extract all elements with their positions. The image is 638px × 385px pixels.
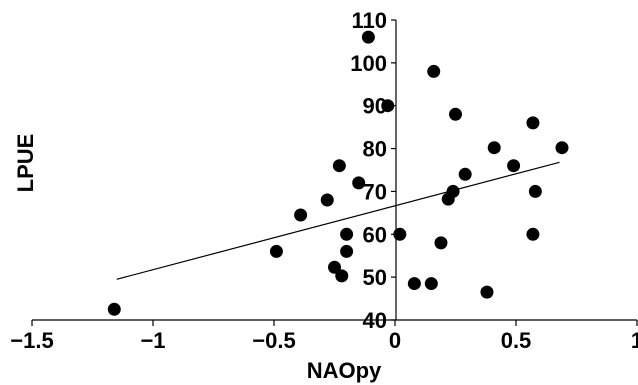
y-tick-label: 40 — [363, 308, 387, 333]
data-point — [381, 99, 395, 113]
x-tick-label: −1.5 — [10, 328, 53, 353]
data-point — [458, 167, 472, 181]
x-tick-label: 1 — [631, 328, 638, 353]
y-tick-label: 60 — [363, 222, 387, 247]
data-point — [107, 302, 121, 316]
data-point — [352, 176, 366, 190]
y-axis-label: LPUE — [13, 134, 38, 193]
trendline-group — [116, 161, 560, 280]
data-point — [449, 107, 462, 121]
trendline — [116, 161, 560, 280]
data-point — [528, 184, 542, 198]
y-tick-label: 50 — [363, 265, 387, 290]
data-point — [424, 277, 438, 291]
data-point — [294, 208, 308, 222]
data-point — [446, 184, 460, 198]
labels-group: NAOpy LPUE — [13, 134, 382, 383]
x-tick-label: −0.5 — [252, 328, 295, 353]
data-point — [407, 277, 421, 291]
data-point — [340, 227, 354, 241]
data-point — [361, 30, 375, 44]
data-point — [427, 64, 441, 78]
x-axis-label: NAOpy — [307, 358, 382, 383]
x-tick-label: −1 — [140, 328, 165, 353]
data-point — [480, 285, 494, 299]
data-point — [332, 159, 346, 173]
data-point — [487, 141, 501, 155]
data-point — [320, 193, 334, 207]
y-tick-label: 70 — [363, 179, 387, 204]
y-tick-label: 110 — [352, 8, 388, 33]
data-point — [269, 244, 283, 258]
data-point — [335, 269, 349, 283]
data-point — [526, 227, 540, 241]
points-group — [107, 30, 569, 316]
data-point — [340, 244, 354, 258]
data-point — [507, 159, 521, 173]
y-tick-label: 80 — [363, 137, 387, 162]
data-point — [393, 227, 407, 241]
x-tick-label: 0.5 — [501, 328, 532, 353]
x-tick-label: 0 — [389, 328, 401, 353]
data-point — [434, 236, 448, 250]
data-point — [328, 260, 341, 274]
y-tick-label: 100 — [350, 51, 387, 76]
data-point — [526, 116, 540, 130]
data-point — [555, 141, 569, 155]
